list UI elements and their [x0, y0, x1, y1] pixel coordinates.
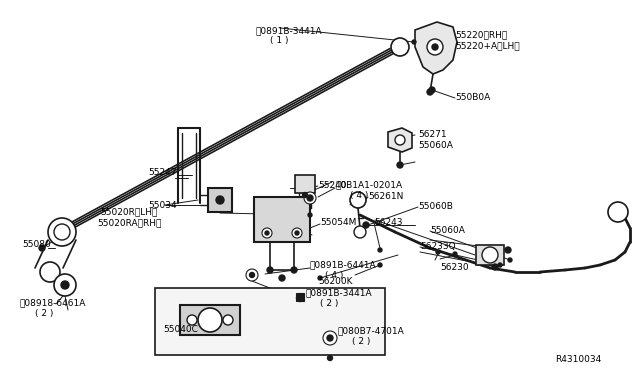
Text: 55220（RH）: 55220（RH） [455, 30, 508, 39]
Text: 55240: 55240 [318, 181, 346, 190]
Circle shape [61, 281, 69, 289]
Circle shape [608, 202, 628, 222]
Circle shape [250, 273, 255, 278]
Circle shape [397, 162, 403, 168]
Text: ⓝ0B1A1-0201A: ⓝ0B1A1-0201A [335, 180, 402, 189]
Text: 55080: 55080 [22, 240, 51, 249]
Text: 56200K: 56200K [318, 277, 353, 286]
Circle shape [492, 264, 498, 270]
Circle shape [265, 231, 269, 235]
Circle shape [279, 275, 285, 281]
Text: 56261N: 56261N [368, 192, 403, 201]
Text: ⓝ0891B-6441A: ⓝ0891B-6441A [310, 260, 376, 269]
Polygon shape [388, 128, 412, 152]
Text: ⓝ0891B-3441A: ⓝ0891B-3441A [255, 26, 322, 35]
Circle shape [363, 222, 369, 228]
Circle shape [453, 252, 457, 256]
Text: 55060B: 55060B [418, 202, 453, 211]
Text: ( 2 ): ( 2 ) [352, 337, 371, 346]
Circle shape [350, 192, 366, 208]
Circle shape [246, 269, 258, 281]
Circle shape [296, 295, 303, 301]
Text: ( 1 ): ( 1 ) [270, 36, 289, 45]
Circle shape [378, 248, 382, 252]
Circle shape [498, 263, 502, 267]
Text: 56271: 56271 [418, 130, 447, 139]
Bar [296, 293, 304, 301]
Text: ( 4 ): ( 4 ) [350, 191, 369, 200]
Circle shape [436, 250, 440, 254]
Circle shape [427, 89, 433, 95]
Circle shape [378, 263, 382, 267]
Polygon shape [415, 22, 457, 74]
Text: ( 2 ): ( 2 ) [320, 299, 339, 308]
Text: 56230: 56230 [440, 263, 468, 272]
Circle shape [354, 226, 366, 238]
Text: 55020RA（RH）: 55020RA（RH） [97, 218, 161, 227]
Text: 56243: 56243 [374, 218, 403, 227]
Circle shape [40, 262, 60, 282]
Circle shape [327, 335, 333, 341]
Text: ( 2 ): ( 2 ) [35, 309, 53, 318]
Circle shape [505, 247, 511, 253]
Polygon shape [476, 245, 504, 265]
Text: 55034: 55034 [148, 201, 177, 210]
Text: 55060A: 55060A [430, 226, 465, 235]
Circle shape [323, 331, 337, 345]
Circle shape [308, 213, 312, 217]
Circle shape [295, 231, 299, 235]
Polygon shape [180, 305, 240, 335]
Circle shape [318, 276, 322, 280]
Circle shape [198, 308, 222, 332]
Text: 55020R（LH）: 55020R（LH） [100, 207, 157, 216]
Circle shape [292, 228, 302, 238]
Text: 55247: 55247 [148, 168, 177, 177]
Circle shape [429, 87, 435, 93]
Circle shape [262, 228, 272, 238]
Circle shape [39, 245, 45, 251]
Circle shape [54, 274, 76, 296]
Circle shape [48, 218, 76, 246]
Text: ⒴080B7-4701A: ⒴080B7-4701A [338, 326, 404, 335]
Bar [254, 197, 310, 242]
Text: 55040C: 55040C [163, 325, 198, 334]
Circle shape [395, 135, 405, 145]
Circle shape [304, 192, 316, 204]
Text: ( 4 ): ( 4 ) [325, 271, 344, 280]
Circle shape [223, 315, 233, 325]
Circle shape [508, 258, 512, 262]
Circle shape [54, 224, 70, 240]
Text: ⓝ08918-6461A: ⓝ08918-6461A [20, 298, 86, 307]
Circle shape [328, 356, 333, 360]
Circle shape [187, 315, 197, 325]
Text: 55060A: 55060A [418, 141, 453, 150]
Bar [155, 288, 385, 355]
Circle shape [482, 247, 498, 263]
Circle shape [432, 44, 438, 50]
Circle shape [307, 195, 313, 201]
Text: ⓝ0891B-3441A: ⓝ0891B-3441A [305, 288, 372, 297]
Text: 550B0A: 550B0A [455, 93, 490, 102]
Bar [295, 175, 315, 193]
Bar [208, 188, 232, 212]
Circle shape [427, 39, 443, 55]
Circle shape [303, 192, 307, 198]
Text: R4310034: R4310034 [555, 355, 601, 364]
Circle shape [216, 196, 224, 204]
Circle shape [391, 38, 409, 56]
Text: 56233Q: 56233Q [420, 242, 456, 251]
Text: 55220+A（LH）: 55220+A（LH） [455, 41, 520, 50]
Circle shape [267, 267, 273, 273]
Text: 55054M: 55054M [320, 218, 356, 227]
Circle shape [291, 267, 297, 273]
Circle shape [412, 40, 416, 44]
